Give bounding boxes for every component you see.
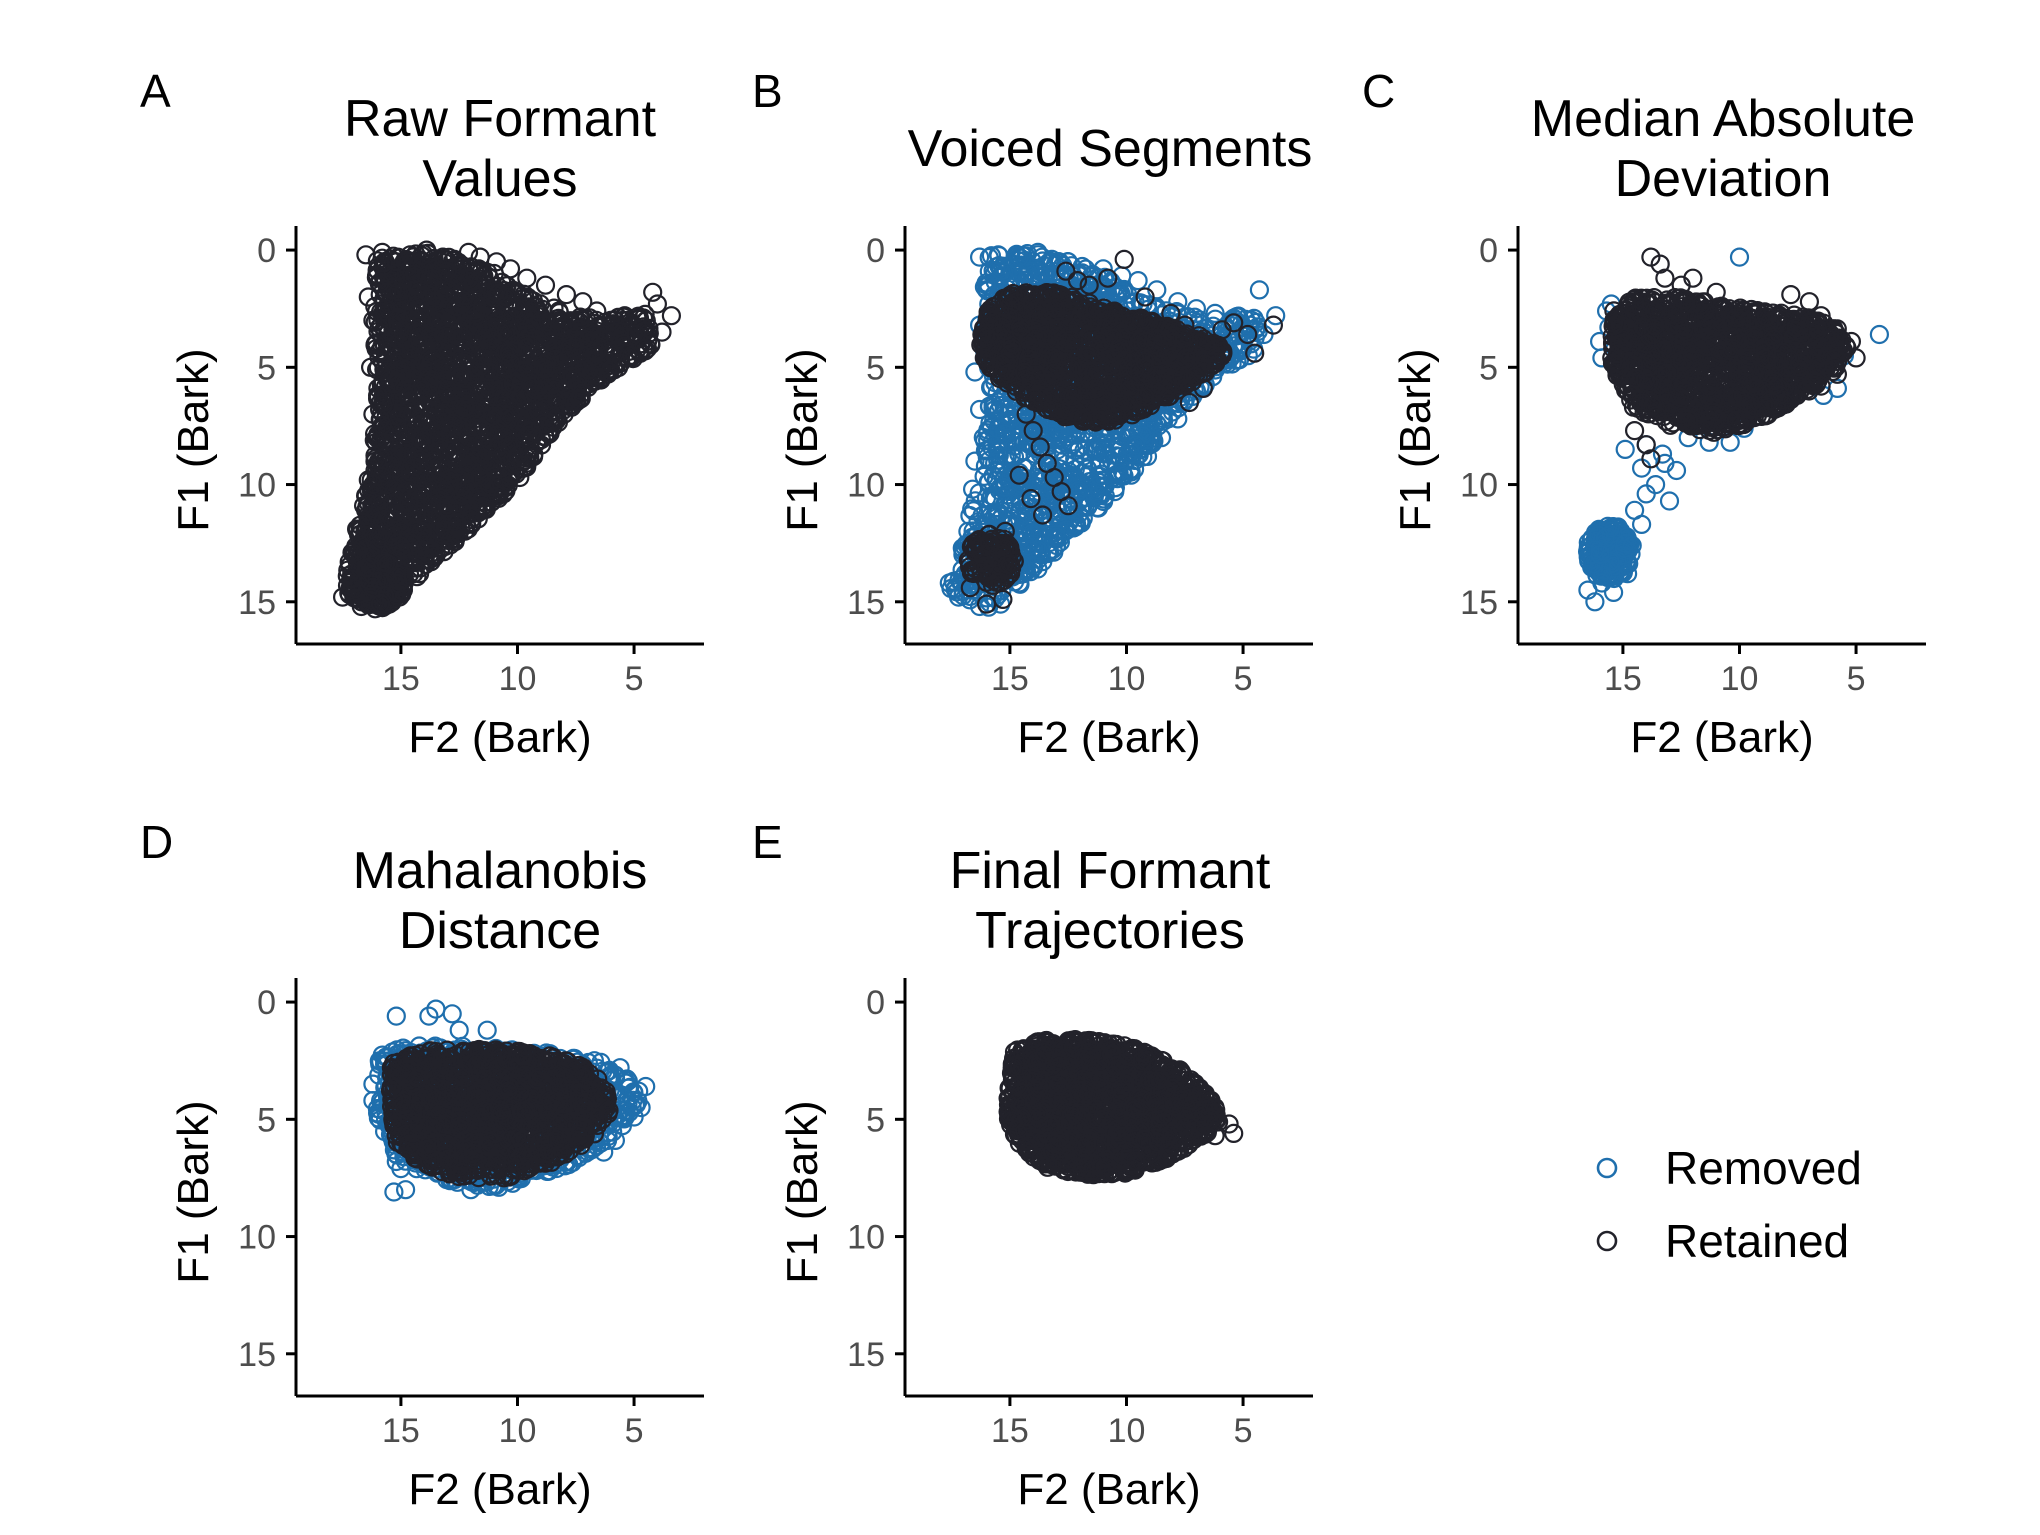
point-retained [518,270,535,287]
points [941,244,1284,616]
x-tick-label: 10 [499,660,537,698]
y-tick-label: 0 [257,232,276,270]
point-removed [1251,281,1268,298]
panel-letter: B [752,65,783,117]
y-tick-label: 15 [238,584,276,622]
panel-letter: A [140,65,171,117]
points [334,242,680,618]
y-tick-label: 10 [238,467,276,505]
y-tick-label: 5 [257,349,276,387]
point-retained [663,307,680,324]
panel-title: Values [422,150,577,208]
x-tick-label: 5 [625,660,644,698]
point-removed [971,249,988,266]
x-tick-label: 15 [382,660,420,698]
panel-title: Voiced Segments [908,120,1313,178]
point-retained [537,277,554,294]
y-axis-label: F1 (Bark) [169,348,218,531]
x-axis-label: F2 (Bark) [408,713,591,762]
point-retained [558,286,575,303]
point-retained [502,260,519,277]
panel-title: Raw Formant [344,90,657,148]
point-removed [1130,272,1147,289]
